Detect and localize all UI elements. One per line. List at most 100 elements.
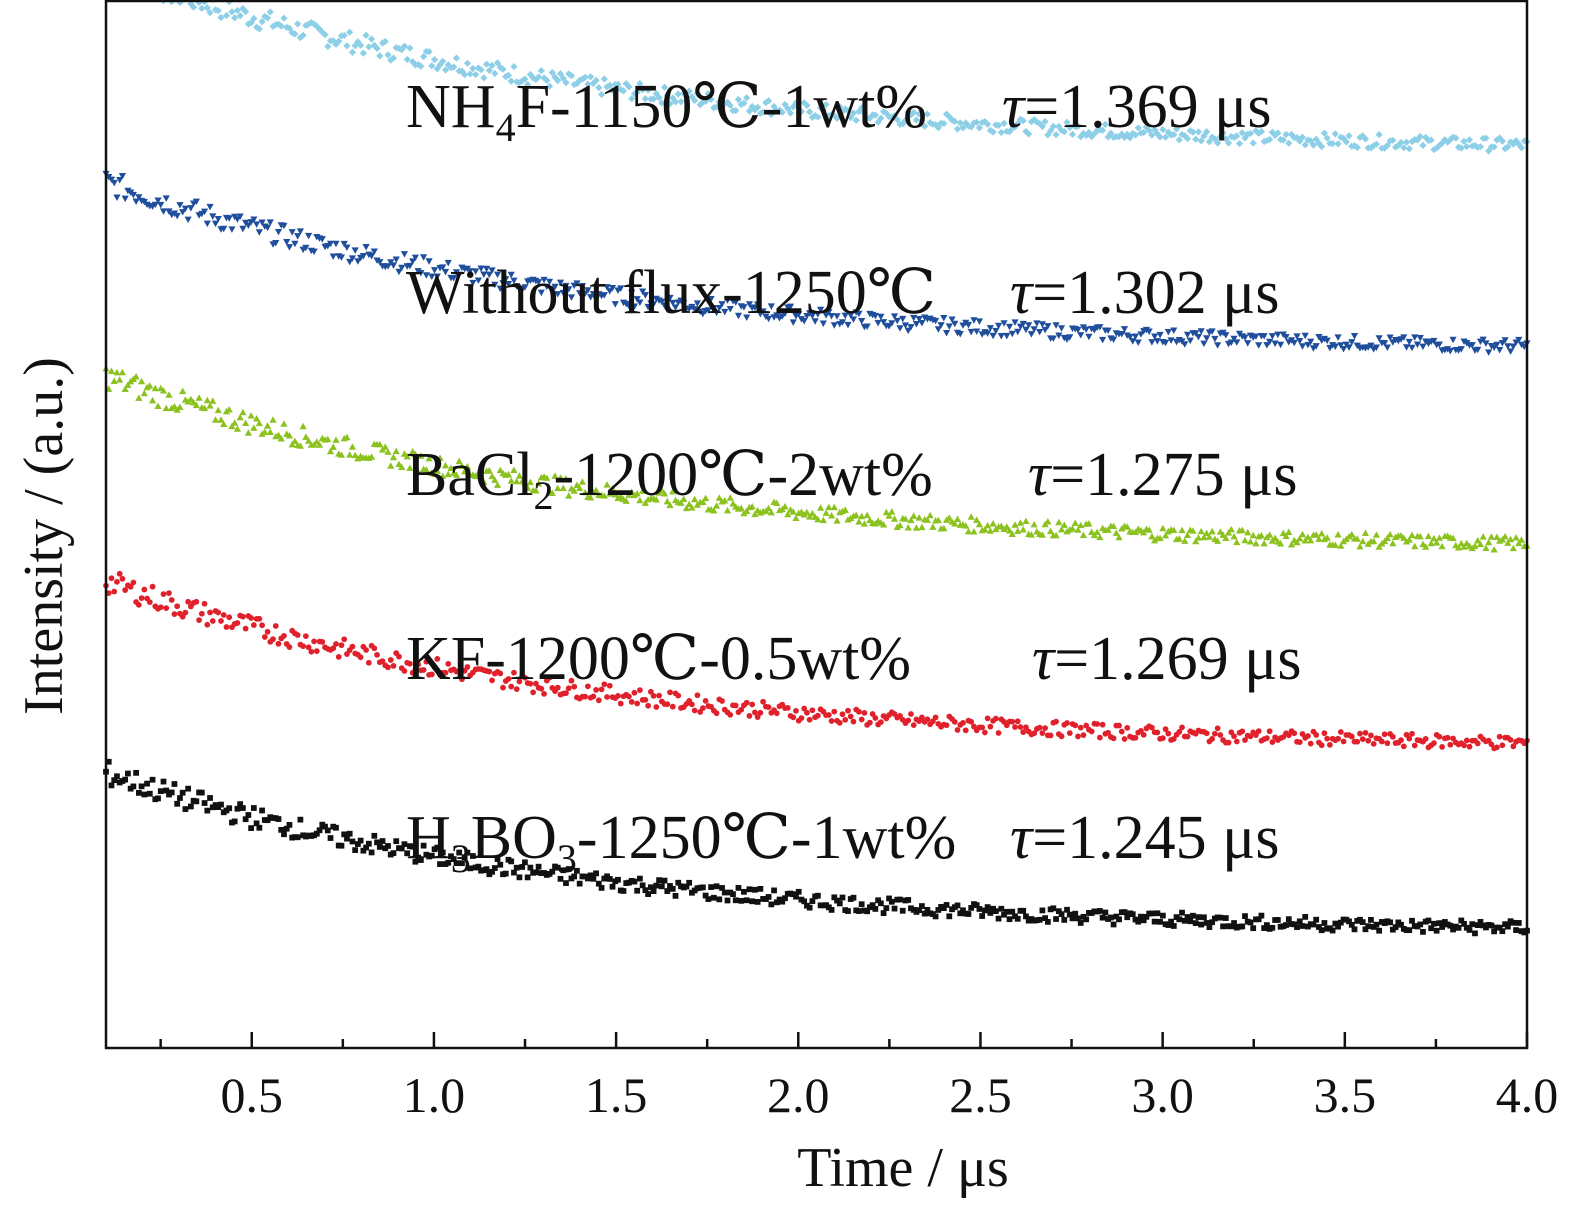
data-point [554, 484, 562, 492]
data-point [1420, 928, 1426, 935]
data-point [455, 457, 463, 465]
data-point [737, 504, 745, 512]
data-point [474, 277, 482, 284]
data-point [562, 282, 570, 290]
data-point [984, 521, 992, 529]
data-point [157, 788, 164, 795]
data-point [989, 520, 997, 527]
data-point [1469, 921, 1476, 928]
data-point [904, 108, 912, 116]
data-point [1250, 925, 1257, 932]
data-point [633, 490, 641, 497]
data-point [308, 648, 315, 655]
data-point [1025, 130, 1033, 138]
data-point [1077, 724, 1084, 731]
data-point [1079, 531, 1088, 539]
data-point [814, 712, 821, 719]
data-point [672, 892, 679, 899]
data-point [1316, 924, 1322, 930]
data-point [926, 511, 934, 519]
data-point [1012, 724, 1018, 730]
data-point [1109, 522, 1118, 530]
data-point [1496, 347, 1504, 354]
data-point [1461, 742, 1467, 749]
data-point [333, 641, 339, 647]
data-point [362, 31, 370, 39]
data-point [781, 502, 789, 510]
data-point [1008, 330, 1016, 338]
data-point [1359, 537, 1367, 545]
data-point [798, 715, 805, 721]
data-point [211, 220, 220, 228]
data-point [458, 462, 466, 469]
data-point [667, 689, 673, 696]
data-point [1376, 927, 1383, 934]
data-point [338, 842, 345, 849]
data-point [296, 442, 304, 449]
data-point [1036, 119, 1044, 128]
data-point [1425, 917, 1432, 924]
data-point [975, 520, 984, 528]
data-point [433, 273, 441, 281]
data-point [994, 322, 1003, 330]
data-point [1170, 736, 1177, 742]
data-point [1233, 339, 1241, 346]
data-point [975, 124, 984, 132]
data-point [827, 312, 836, 320]
data-point [1408, 531, 1416, 538]
data-point [165, 391, 173, 398]
data-point [590, 693, 597, 700]
data-point [1027, 118, 1036, 126]
data-point [1083, 722, 1090, 729]
data-point [789, 508, 797, 515]
data-point [398, 463, 406, 470]
data-point [836, 900, 843, 907]
data-point [975, 318, 984, 325]
data-point [165, 208, 173, 215]
data-point [571, 873, 578, 880]
data-point [945, 113, 953, 121]
data-point [174, 603, 181, 610]
data-point [987, 723, 994, 730]
data-point [1411, 334, 1419, 341]
data-point [1023, 724, 1029, 731]
data-point [370, 41, 378, 49]
lifetime-label: τ=1.269 μs [1032, 625, 1302, 693]
data-point [946, 913, 953, 920]
data-point [367, 252, 376, 260]
data-point [877, 114, 885, 122]
data-point [1438, 542, 1446, 550]
data-point [420, 53, 428, 61]
data-point [611, 301, 619, 308]
data-point [905, 717, 912, 724]
data-point [1357, 730, 1363, 737]
data-point [1077, 133, 1085, 141]
data-point [543, 283, 551, 291]
data-point [904, 524, 912, 531]
data-point [771, 887, 777, 894]
data-point [642, 887, 649, 894]
data-point [343, 42, 351, 50]
data-point [1457, 144, 1465, 152]
data-point [1346, 918, 1352, 925]
data-point [792, 514, 800, 521]
data-point [365, 43, 373, 51]
data-point [441, 66, 450, 74]
data-point [1465, 136, 1474, 144]
data-point [485, 271, 493, 279]
data-point [430, 267, 439, 274]
data-point [407, 660, 413, 667]
data-point [493, 271, 502, 279]
data-point [1504, 923, 1511, 930]
data-point [1315, 535, 1323, 542]
data-point [250, 14, 258, 23]
data-point [211, 416, 220, 423]
data-point [879, 319, 888, 326]
data-point [948, 316, 956, 323]
data-point [708, 884, 714, 890]
data-point [1190, 912, 1196, 919]
data-point [1233, 538, 1241, 546]
data-point [263, 14, 272, 22]
data-point [882, 508, 890, 516]
data-point [1203, 730, 1210, 737]
